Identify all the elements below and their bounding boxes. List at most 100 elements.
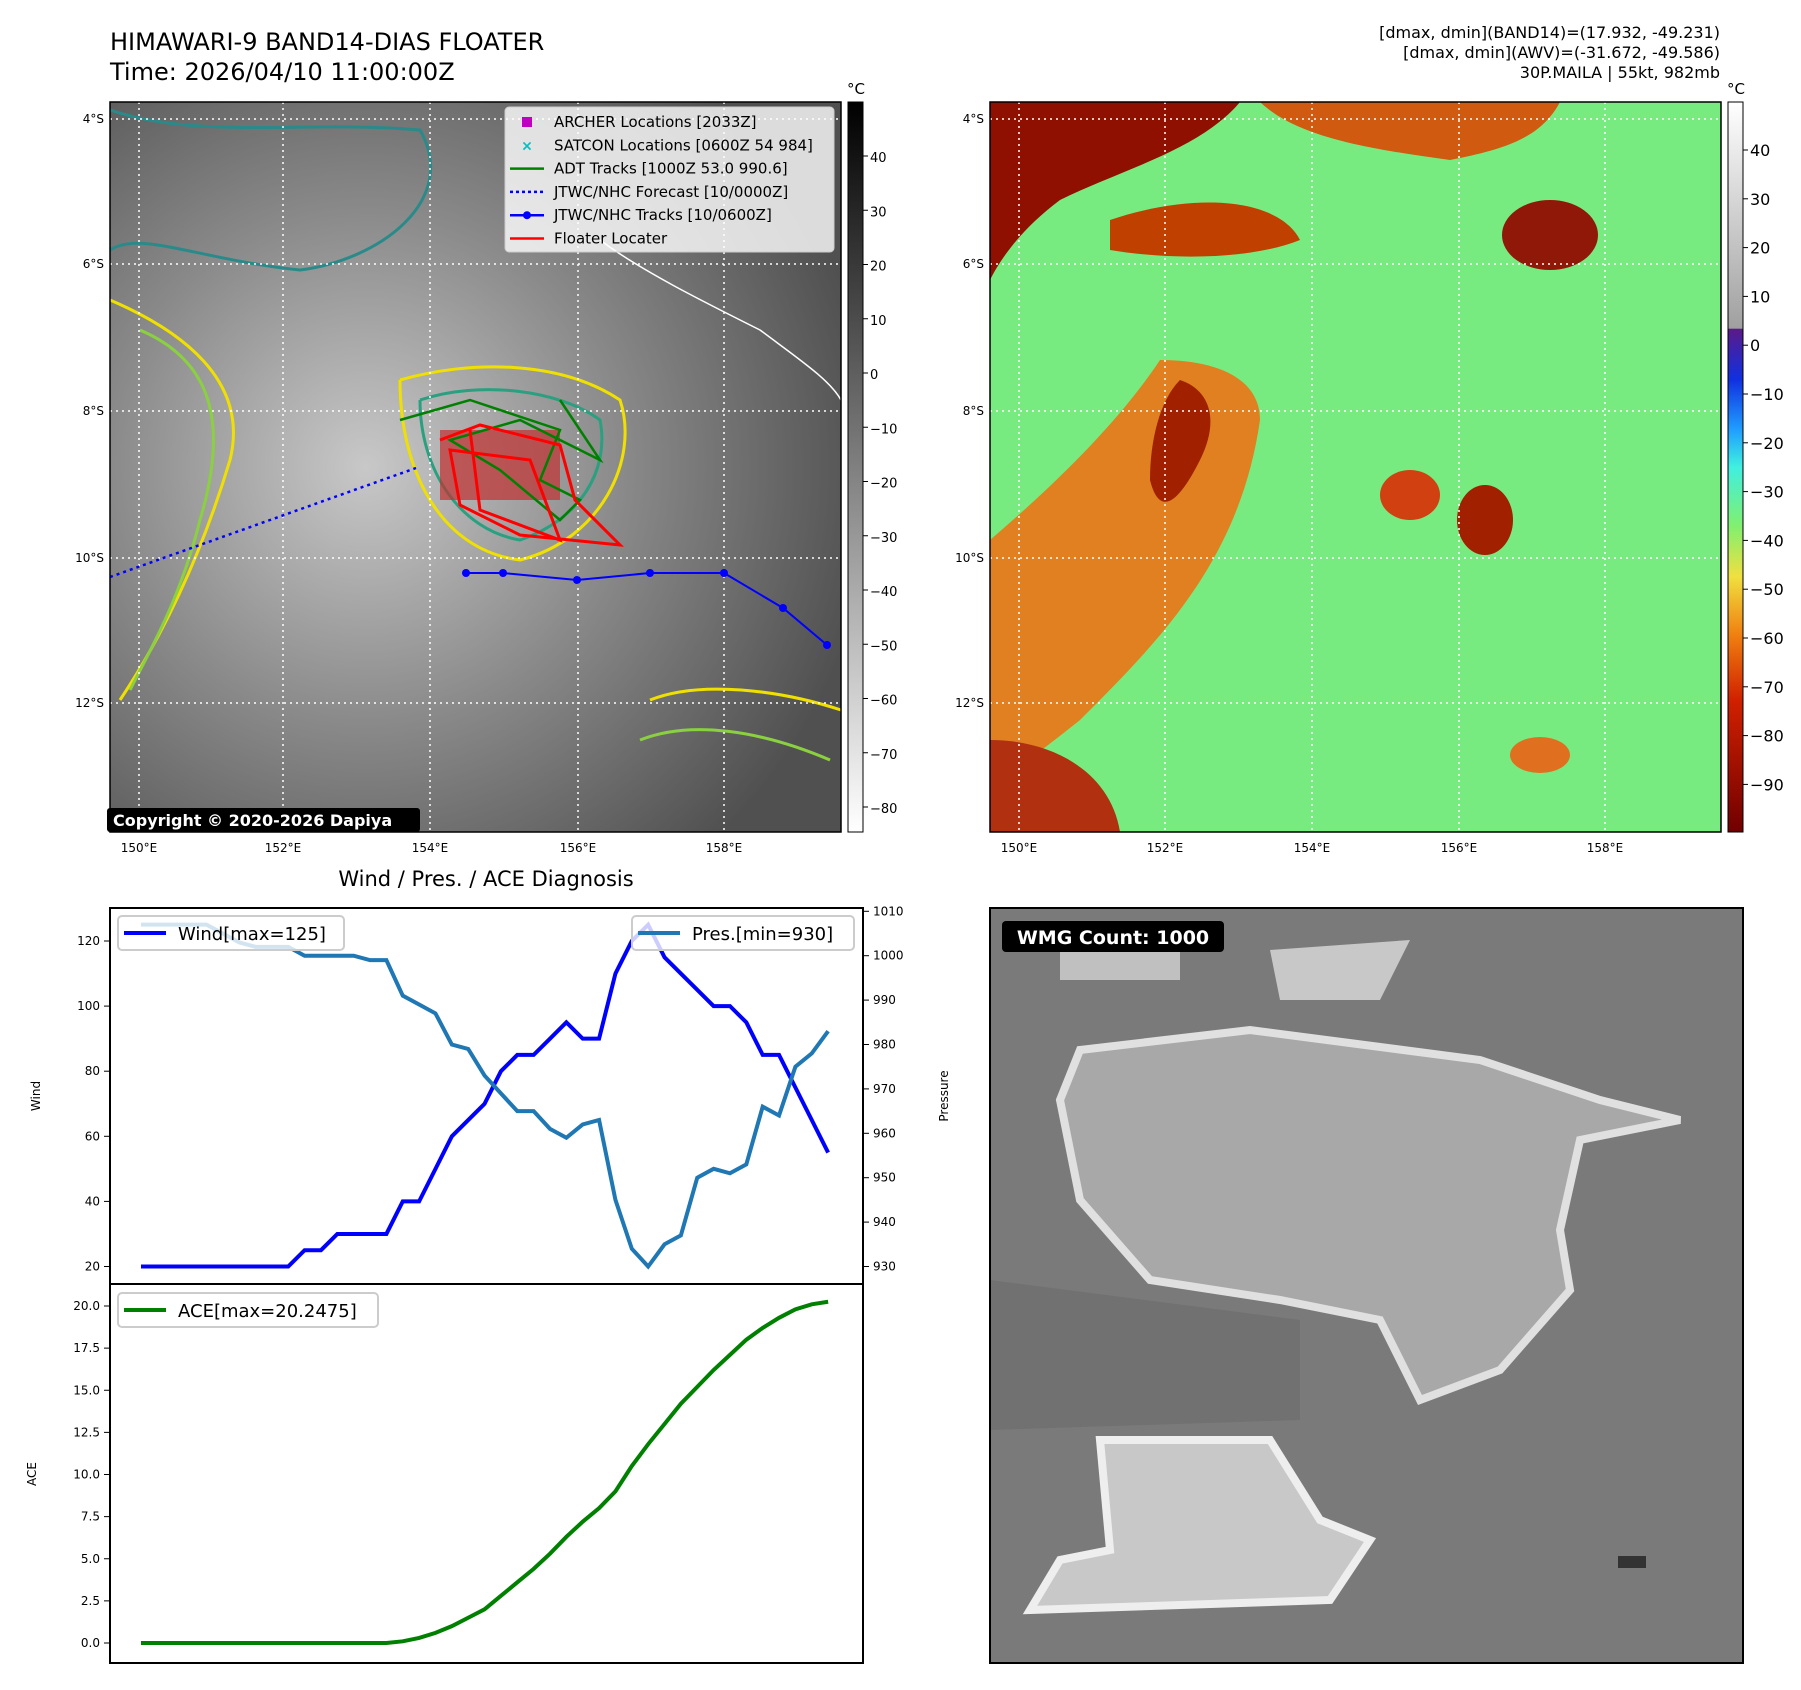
legend-label: ARCHER Locations [2033Z] bbox=[554, 113, 757, 131]
lon-label: 156°E bbox=[1441, 841, 1478, 855]
legend-label: SATCON Locations [0600Z 54 984] bbox=[554, 136, 813, 154]
cloud-contours bbox=[109, 108, 842, 762]
lat-label: 8°S bbox=[963, 404, 984, 418]
figure-title: HIMAWARI-9 BAND14-DIAS FLOATER bbox=[110, 28, 544, 56]
lon-label: 154°E bbox=[412, 841, 449, 855]
colorbar-tick-label: −10 bbox=[870, 422, 897, 437]
colorbar-awv bbox=[1727, 101, 1744, 833]
pressure-tick-label: 950 bbox=[873, 1171, 896, 1185]
wind-tick-label: 100 bbox=[77, 999, 100, 1013]
lon-label: 156°E bbox=[560, 841, 597, 855]
figure-time: Time: 2026/04/10 11:00:00Z bbox=[109, 58, 455, 86]
cloud-region bbox=[1055, 1025, 1681, 1406]
floater-locater-track bbox=[439, 423, 625, 547]
wind-tick-label: 40 bbox=[85, 1194, 100, 1208]
stats-awv: [dmax, dmin](AWV)=(-31.672, -49.586) bbox=[1403, 43, 1720, 62]
legend-entry: × SATCON Locations [0600Z 54 984] bbox=[521, 136, 813, 154]
lon-label: 150°E bbox=[121, 841, 158, 855]
pressure-legend: Pres.[min=930] bbox=[631, 915, 855, 951]
colorbar-tick-label: 0 bbox=[1750, 336, 1760, 355]
colorbar-tick-label: −20 bbox=[870, 477, 897, 492]
colorbar-tick-label: −60 bbox=[870, 694, 897, 709]
ace-tick-label: 2.5 bbox=[81, 1594, 100, 1608]
lon-label: 158°E bbox=[1587, 841, 1624, 855]
ace-tick-label: 12.5 bbox=[73, 1425, 100, 1439]
lat-label: 8°S bbox=[83, 404, 104, 418]
awv-map-panel: °C 403020100−10−20−30−40−50−60−70−80−90 … bbox=[955, 80, 1784, 855]
pressure-tick-label: 970 bbox=[873, 1082, 896, 1096]
wind-tick-label: 120 bbox=[77, 934, 100, 948]
ace-legend: ACE[max=20.2475] bbox=[117, 1292, 379, 1328]
square-marker-icon bbox=[522, 117, 532, 127]
colorbar-tick-label: −70 bbox=[1750, 678, 1784, 697]
colorbar-tick-label: −10 bbox=[1750, 385, 1784, 404]
pressure-tick-label: 990 bbox=[873, 993, 896, 1007]
storm-tracks bbox=[109, 398, 831, 649]
colorbar-tick-label: −50 bbox=[1750, 580, 1784, 599]
colorbar-tick-label: −30 bbox=[1750, 483, 1784, 502]
pressure-tick-label: 1000 bbox=[873, 949, 904, 963]
wind-series-line bbox=[141, 921, 830, 1269]
adt-track bbox=[399, 398, 604, 522]
colorbar-tick-label: 40 bbox=[870, 151, 887, 166]
wind-legend-label: Wind[max=125] bbox=[178, 924, 326, 945]
colorbar-tick-label: −30 bbox=[870, 531, 897, 546]
ace-tick-label: 0.0 bbox=[81, 1636, 100, 1650]
ace-tick-label: 20.0 bbox=[73, 1299, 100, 1313]
lat-label: 6°S bbox=[963, 257, 984, 271]
copyright-text: Copyright © 2020-2026 Dapiya bbox=[113, 811, 392, 830]
legend-label: Floater Locater bbox=[554, 230, 668, 248]
wind-legend: Wind[max=125] bbox=[117, 915, 345, 951]
wind-axis-label: Wind bbox=[29, 1081, 43, 1111]
jtwc-forecast-line bbox=[109, 466, 417, 579]
legend-entry: ARCHER Locations [2033Z] bbox=[522, 113, 757, 131]
colorbar-tick-label: −60 bbox=[1750, 629, 1784, 648]
colorbar-tick-label: 20 bbox=[870, 260, 887, 275]
wmg-count-box bbox=[1002, 921, 1224, 952]
ace-tick-label: 5.0 bbox=[81, 1552, 100, 1566]
ace-tick-label: 10.0 bbox=[73, 1468, 100, 1482]
lat-label: 4°S bbox=[83, 112, 104, 126]
colorbar-tick-label: −40 bbox=[870, 585, 897, 600]
lat-label: 10°S bbox=[955, 551, 984, 565]
ir-map-panel: ARCHER Locations [2033Z] × SATCON Location… bbox=[75, 80, 897, 855]
colorbar-tick-label: 10 bbox=[1750, 287, 1770, 306]
colorbar-tick-label: −70 bbox=[870, 748, 897, 763]
pressure-tick-label: 1010 bbox=[873, 904, 904, 918]
pressure-legend-label: Pres.[min=930] bbox=[692, 924, 833, 945]
lon-label: 150°E bbox=[1001, 841, 1038, 855]
pressure-tick-label: 940 bbox=[873, 1215, 896, 1229]
colorbar-tick-label: 40 bbox=[1750, 141, 1770, 160]
colorbar-tick-label: −80 bbox=[870, 802, 897, 817]
legend-label: JTWC/NHC Forecast [10/0000Z] bbox=[553, 183, 788, 201]
lon-label: 158°E bbox=[706, 841, 743, 855]
colorbar-tick-label: 10 bbox=[870, 314, 887, 329]
map-legend: ARCHER Locations [2033Z] × SATCON Location… bbox=[504, 106, 835, 253]
storm-info: 30P.MAILA | 55kt, 982mb bbox=[1520, 63, 1720, 82]
legend-entry: Floater Locater bbox=[510, 230, 668, 248]
wmg-count-label: WMG Count: 1000 bbox=[1017, 927, 1209, 949]
wind-tick-label: 60 bbox=[85, 1129, 100, 1143]
wind-tick-label: 80 bbox=[85, 1064, 100, 1078]
lon-label: 154°E bbox=[1294, 841, 1331, 855]
wind-tick-label: 20 bbox=[85, 1260, 100, 1274]
ace-tick-label: 17.5 bbox=[73, 1341, 100, 1355]
lat-label: 4°S bbox=[963, 112, 984, 126]
colorbar1-unit: °C bbox=[847, 80, 865, 98]
copyright-box bbox=[107, 808, 420, 832]
ace-tick-label: 7.5 bbox=[81, 1510, 100, 1524]
lat-label: 6°S bbox=[83, 257, 104, 271]
legend-label: JTWC/NHC Tracks [10/0600Z] bbox=[553, 206, 772, 224]
colorbar-tick-label: −50 bbox=[870, 639, 897, 654]
wind-pressure-chart: 20 40 60 80 100 120 930 940 950 960 970 980 990 1000 1… bbox=[29, 904, 951, 1285]
lat-label: 10°S bbox=[75, 551, 104, 565]
pressure-tick-label: 930 bbox=[873, 1260, 896, 1274]
legend-label: ADT Tracks [1000Z 53.0 990.6] bbox=[554, 160, 788, 178]
colorbar-tick-label: 20 bbox=[1750, 239, 1770, 258]
ace-tick-label: 15.0 bbox=[73, 1383, 100, 1397]
colorbar-tick-label: −90 bbox=[1750, 775, 1784, 794]
pressure-tick-label: 980 bbox=[873, 1038, 896, 1052]
ace-chart: 0.0 2.5 5.0 7.5 10.0 12.5 15.0 17.5 20.0 ACE[max=… bbox=[25, 1283, 864, 1664]
legend-entry: ADT Tracks [1000Z 53.0 990.6] bbox=[510, 160, 788, 178]
colorbar-band14 bbox=[847, 101, 864, 833]
